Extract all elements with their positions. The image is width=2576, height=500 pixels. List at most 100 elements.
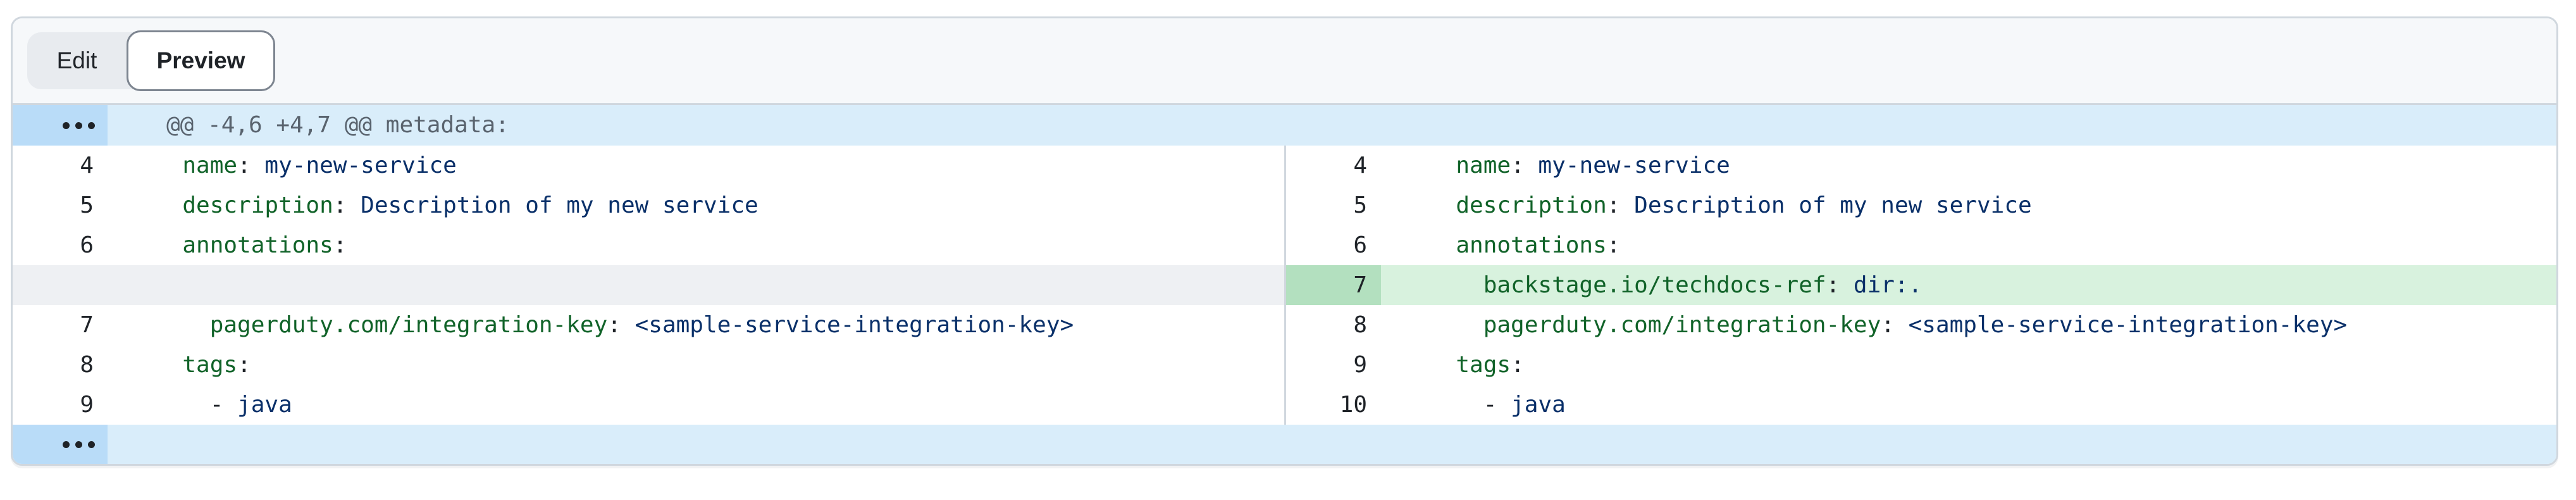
line-number[interactable]: 7 bbox=[13, 305, 108, 345]
dots-horizontal-icon bbox=[63, 441, 95, 448]
code-line: description: Description of my new servi… bbox=[1381, 185, 2556, 225]
split-left-pane: 8 tags: bbox=[13, 345, 1286, 385]
code-token bbox=[1428, 272, 1483, 298]
split-right-pane: 6 annotations: bbox=[1286, 225, 2556, 265]
diff-row: 9 - java 10 - java bbox=[13, 385, 2556, 425]
diff-row: 5 description: Description of my new ser… bbox=[13, 185, 2556, 225]
code-token bbox=[1428, 153, 1456, 178]
code-token: annotations bbox=[1456, 232, 1607, 258]
line-number[interactable]: 5 bbox=[13, 185, 108, 225]
code-token: backstage.io/techdocs-ref bbox=[1483, 272, 1826, 298]
code-token: - bbox=[155, 392, 238, 418]
split-left-pane: 5 description: Description of my new ser… bbox=[13, 185, 1286, 225]
code-token: : bbox=[237, 153, 265, 178]
line-number[interactable]: 4 bbox=[1286, 146, 1381, 185]
line-number bbox=[13, 265, 108, 305]
code-token: Description of my new service bbox=[1634, 192, 2032, 218]
code-token bbox=[155, 352, 182, 378]
code-token: : bbox=[1606, 232, 1621, 258]
code-token: description bbox=[182, 192, 333, 218]
code-token: java bbox=[1511, 392, 1566, 418]
split-left-pane bbox=[13, 265, 1286, 305]
code-line: - java bbox=[108, 385, 1284, 425]
code-token bbox=[1428, 352, 1456, 378]
code-line: description: Description of my new servi… bbox=[108, 185, 1284, 225]
code-line bbox=[108, 265, 1284, 305]
code-token bbox=[155, 232, 182, 258]
code-line: tags: bbox=[108, 345, 1284, 385]
line-number[interactable]: 9 bbox=[13, 385, 108, 425]
code-token bbox=[1428, 232, 1456, 258]
code-line: name: my-new-service bbox=[1381, 146, 2556, 185]
line-number[interactable]: 7 bbox=[1286, 265, 1381, 305]
code-token bbox=[155, 192, 182, 218]
split-right-pane: 9 tags: bbox=[1286, 345, 2556, 385]
code-line: - java bbox=[1381, 385, 2556, 425]
diff-row: 8 tags: 9 tags: bbox=[13, 345, 2556, 385]
diff-hunk-row: @@ -4,6 +4,7 @@ metadata: bbox=[13, 105, 2556, 146]
line-number[interactable]: 6 bbox=[13, 225, 108, 265]
line-number[interactable]: 4 bbox=[13, 146, 108, 185]
line-number[interactable]: 9 bbox=[1286, 345, 1381, 385]
dots-horizontal-icon bbox=[63, 122, 95, 129]
edit-preview-segmented-control: Edit Preview bbox=[27, 30, 275, 91]
line-number[interactable]: 8 bbox=[1286, 305, 1381, 345]
line-number[interactable]: 8 bbox=[13, 345, 108, 385]
tab-preview[interactable]: Preview bbox=[127, 30, 275, 91]
code-token bbox=[1428, 312, 1483, 338]
code-token: <sample-service-integration-key> bbox=[1908, 312, 2348, 338]
code-token: dir:. bbox=[1853, 272, 1923, 298]
code-token: description bbox=[1456, 192, 1607, 218]
code-token: : bbox=[333, 192, 361, 218]
diff-row: 6 annotations: 6 annotations: bbox=[13, 225, 2556, 265]
code-line: pagerduty.com/integration-key: <sample-s… bbox=[108, 305, 1284, 345]
code-token bbox=[1428, 192, 1456, 218]
code-token: : bbox=[607, 312, 635, 338]
split-left-pane: 4 name: my-new-service bbox=[13, 146, 1286, 185]
code-line: pagerduty.com/integration-key: <sample-s… bbox=[1381, 305, 2556, 345]
diff-row: 7 pagerduty.com/integration-key: <sample… bbox=[13, 305, 2556, 345]
code-token: - bbox=[1428, 392, 1511, 418]
code-token: pagerduty.com/integration-key bbox=[209, 312, 608, 338]
code-token: : bbox=[237, 352, 251, 378]
split-left-pane: 9 - java bbox=[13, 385, 1286, 425]
code-line: name: my-new-service bbox=[108, 146, 1284, 185]
code-token: tags bbox=[182, 352, 238, 378]
expand-diff-up-button[interactable] bbox=[13, 105, 108, 146]
code-token: Description of my new service bbox=[361, 192, 759, 218]
code-token: tags bbox=[1456, 352, 1511, 378]
hunk-header-text: @@ -4,6 +4,7 @@ metadata: bbox=[166, 112, 509, 138]
split-right-pane: 4 name: my-new-service bbox=[1286, 146, 2556, 185]
code-token bbox=[155, 312, 210, 338]
editor-tab-bar: Edit Preview bbox=[13, 18, 2556, 105]
diff-row: 7 backstage.io/techdocs-ref: dir:. bbox=[13, 265, 2556, 305]
code-line: annotations: bbox=[1381, 225, 2556, 265]
diff-expander-bottom-row bbox=[13, 425, 2556, 464]
split-right-pane: 8 pagerduty.com/integration-key: <sample… bbox=[1286, 305, 2556, 345]
code-token: <sample-service-integration-key> bbox=[635, 312, 1074, 338]
code-token: my-new-service bbox=[264, 153, 457, 178]
diff-rows: 4 name: my-new-service 4 name: my-new-ser… bbox=[13, 146, 2556, 425]
expand-diff-down-button[interactable] bbox=[13, 425, 108, 464]
code-token: : bbox=[1826, 272, 1854, 298]
code-token: name bbox=[1456, 153, 1511, 178]
tab-edit[interactable]: Edit bbox=[56, 47, 97, 73]
code-token: : bbox=[1511, 153, 1539, 178]
code-token: : bbox=[1511, 352, 1525, 378]
line-number[interactable]: 5 bbox=[1286, 185, 1381, 225]
code-token: pagerduty.com/integration-key bbox=[1483, 312, 1881, 338]
split-right-pane: 5 description: Description of my new ser… bbox=[1286, 185, 2556, 225]
line-number[interactable]: 6 bbox=[1286, 225, 1381, 265]
line-number[interactable]: 10 bbox=[1286, 385, 1381, 425]
split-right-pane: 10 - java bbox=[1286, 385, 2556, 425]
split-left-pane: 7 pagerduty.com/integration-key: <sample… bbox=[13, 305, 1286, 345]
code-token: name bbox=[182, 153, 238, 178]
code-token: : bbox=[333, 232, 347, 258]
code-token: : bbox=[1606, 192, 1635, 218]
code-token: java bbox=[237, 392, 292, 418]
code-line: annotations: bbox=[108, 225, 1284, 265]
diff-row: 4 name: my-new-service 4 name: my-new-ser… bbox=[13, 146, 2556, 185]
split-left-pane: 6 annotations: bbox=[13, 225, 1286, 265]
code-token bbox=[155, 153, 182, 178]
split-right-pane: 7 backstage.io/techdocs-ref: dir:. bbox=[1286, 265, 2556, 305]
